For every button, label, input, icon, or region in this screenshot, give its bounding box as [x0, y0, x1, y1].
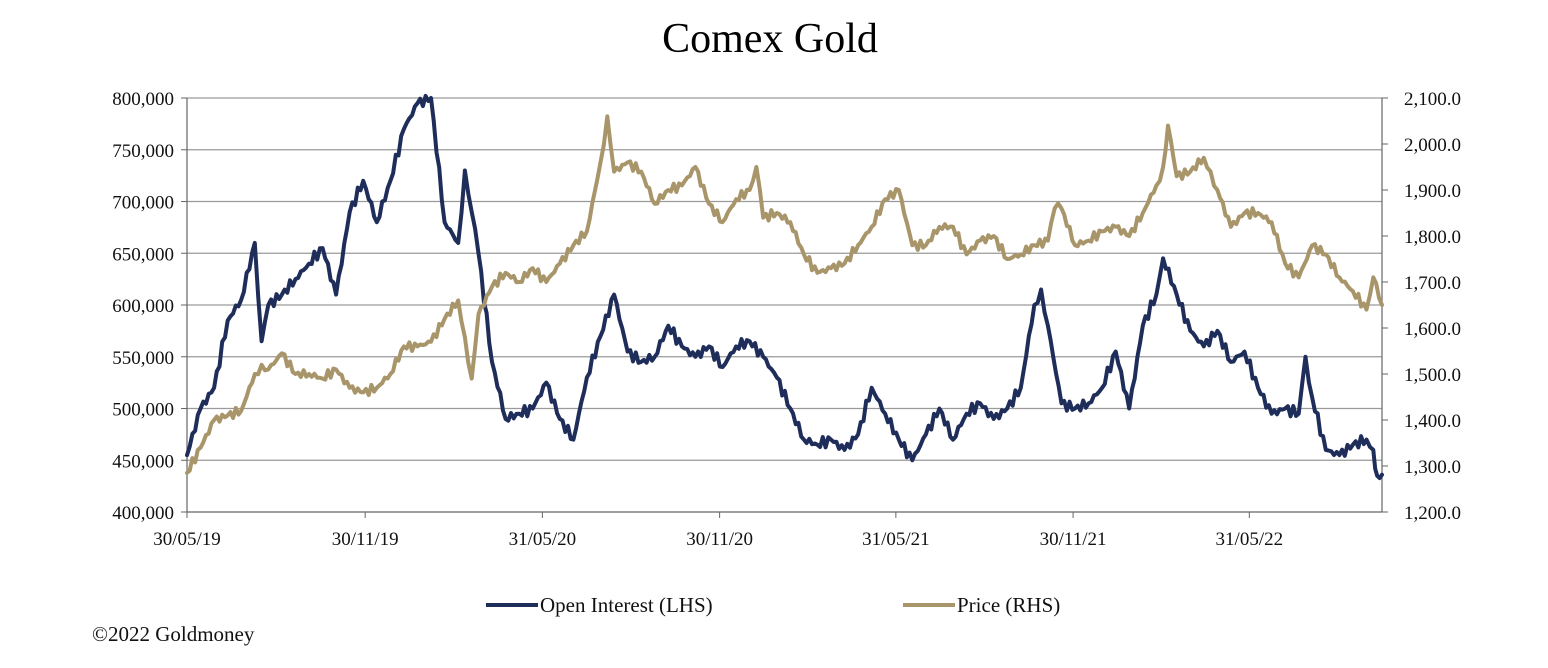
- left-tick-label: 550,000: [112, 348, 174, 369]
- legend-label: Price (RHS): [957, 593, 1060, 617]
- left-tick-label: 800,000: [112, 89, 174, 110]
- right-tick-label: 1,500.0: [1404, 365, 1461, 386]
- x-tick-label: 31/05/22: [1216, 529, 1284, 550]
- left-tick-label: 450,000: [112, 451, 174, 472]
- x-tick-label: 30/11/19: [332, 529, 399, 550]
- x-tick-label: 30/05/19: [153, 529, 221, 550]
- chart-title: Comex Gold: [662, 16, 878, 62]
- right-tick-label: 1,600.0: [1404, 319, 1461, 340]
- right-axis-tick-labels: 1,200.0 1,300.0 1,400.0 1,500.0 1,600.0 1,700…: [1404, 89, 1461, 524]
- right-tick-label: 1,900.0: [1404, 181, 1461, 202]
- gridlines: [187, 97, 1382, 461]
- series-line-price: [185, 114, 1384, 475]
- left-axis-tick-labels: 400,000 450,000 500,000 550,000 600,000 650,0…: [112, 89, 174, 524]
- left-tick-label: 500,000: [112, 400, 174, 421]
- right-tick-label: 1,700.0: [1404, 273, 1461, 294]
- legend-label: Open Interest (LHS): [540, 593, 713, 617]
- left-tick-label: 400,000: [112, 503, 174, 524]
- x-tick-label: 31/05/20: [509, 529, 577, 550]
- right-tick-label: 1,200.0: [1404, 503, 1461, 524]
- series-lines: [185, 93, 1384, 481]
- right-tick-label: 2,000.0: [1404, 135, 1461, 156]
- x-axis-tick-labels: 30/05/19 30/11/19 31/05/20 30/11/20 31/05/21…: [153, 529, 1283, 550]
- copyright-notice: ©2022 Goldmoney: [92, 622, 255, 646]
- left-tick-label: 700,000: [112, 193, 174, 214]
- right-tick-label: 2,100.0: [1404, 89, 1461, 110]
- series-line-open-interest: [185, 93, 1384, 481]
- right-tick-label: 1,300.0: [1404, 457, 1461, 478]
- left-tick-label: 600,000: [112, 296, 174, 317]
- right-tick-label: 1,800.0: [1404, 227, 1461, 248]
- x-tick-label: 30/11/20: [686, 529, 753, 550]
- legend: Open Interest (LHS) Price (RHS): [486, 593, 1060, 617]
- left-tick-label: 650,000: [112, 244, 174, 265]
- left-tick-label: 750,000: [112, 141, 174, 162]
- x-tick-label: 31/05/21: [862, 529, 930, 550]
- x-tick-label: 30/11/21: [1040, 529, 1107, 550]
- right-tick-label: 1,400.0: [1404, 411, 1461, 432]
